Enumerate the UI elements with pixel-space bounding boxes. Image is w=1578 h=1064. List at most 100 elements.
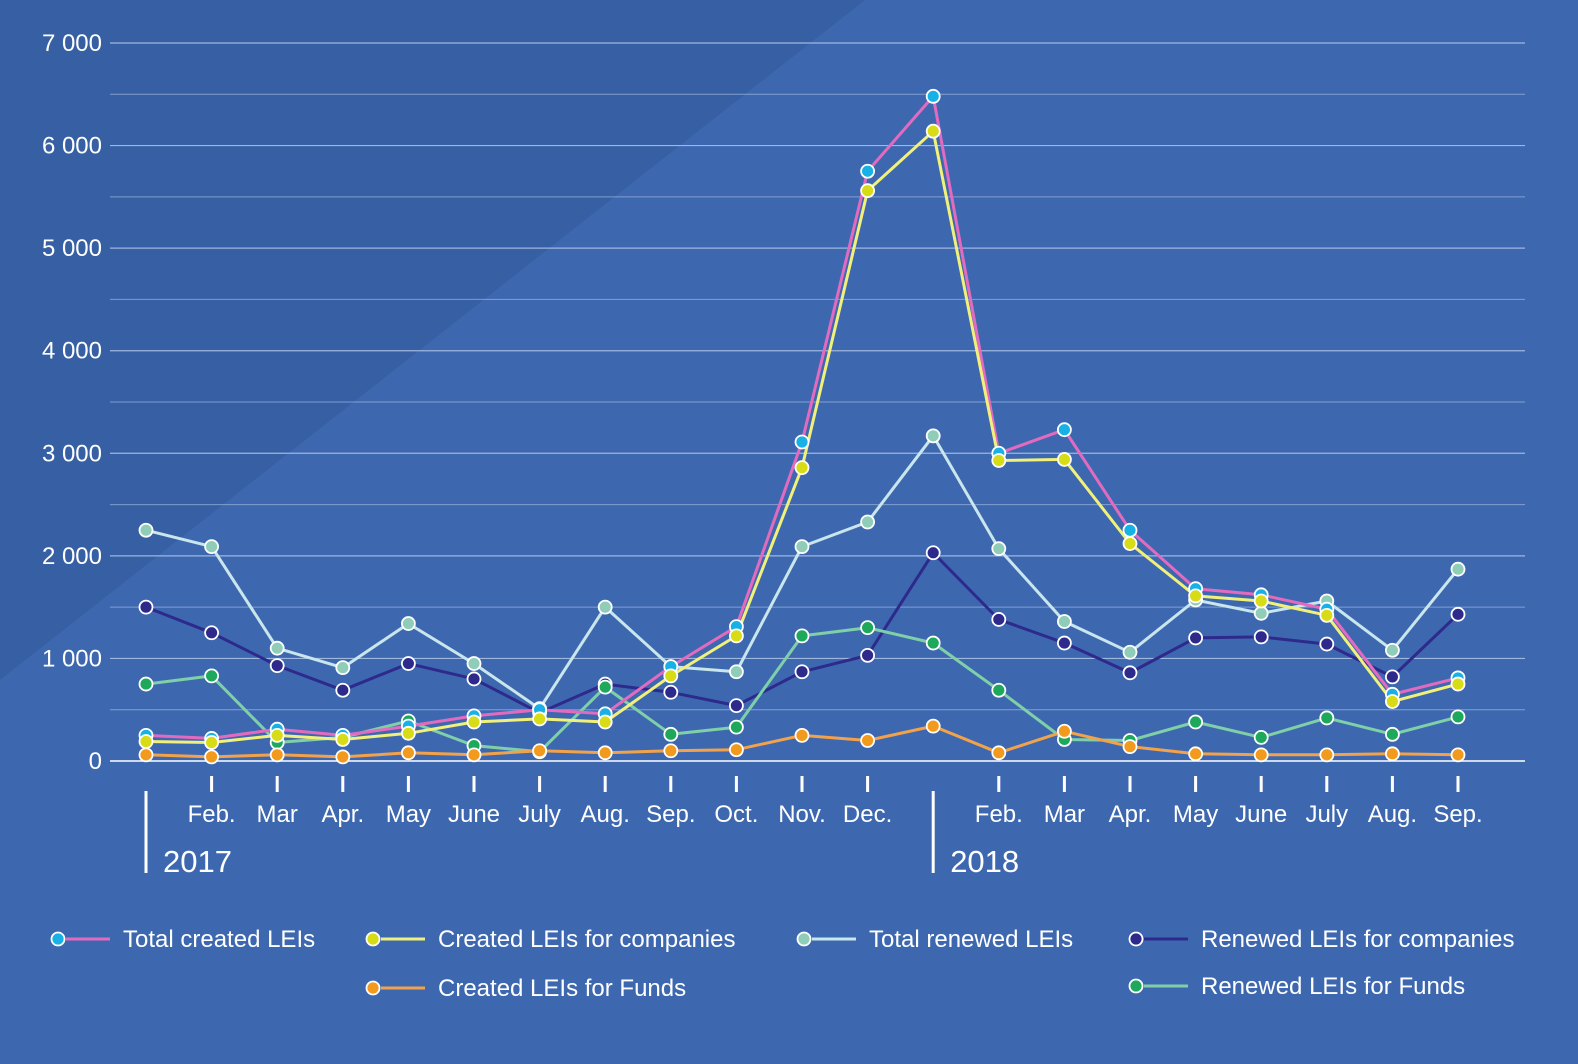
data-point <box>1122 739 1138 755</box>
data-point <box>1319 636 1335 652</box>
data-point <box>663 743 679 759</box>
data-point <box>860 514 875 530</box>
data-point <box>204 735 220 750</box>
legend-marker-swatch <box>1128 931 1144 947</box>
data-point <box>532 711 547 727</box>
x-tick-label: Sep. <box>1433 801 1482 828</box>
data-point <box>860 163 875 179</box>
x-tick-label: Mar <box>1044 801 1085 828</box>
data-point <box>1057 635 1072 651</box>
legend-label: Total created LEIs <box>123 926 315 953</box>
data-point <box>466 714 482 730</box>
data-point <box>138 599 154 615</box>
data-point <box>794 539 810 555</box>
data-point <box>1188 588 1203 604</box>
legend-marker-swatch <box>365 980 381 996</box>
data-point <box>138 676 154 692</box>
data-point <box>729 742 744 758</box>
y-tick-label: 3 000 <box>42 440 102 467</box>
legend-label: Renewed LEIs for companies <box>1201 926 1515 953</box>
data-point <box>1253 730 1269 745</box>
data-point <box>1122 522 1138 538</box>
data-point <box>269 747 285 763</box>
data-point <box>925 635 941 651</box>
x-tick-label: Nov. <box>778 801 826 828</box>
data-point <box>1253 747 1269 763</box>
legend-item: Created LEIs for companies <box>365 926 735 953</box>
data-point <box>991 541 1007 557</box>
data-point <box>663 726 679 742</box>
data-point <box>138 522 154 538</box>
data-point <box>860 733 875 748</box>
x-tick-label: July <box>1305 801 1348 828</box>
data-point <box>794 628 810 644</box>
x-tick-label: June <box>1235 801 1287 828</box>
data-point <box>1450 606 1466 622</box>
data-point <box>1450 676 1466 692</box>
series-markers <box>138 428 1466 717</box>
data-point <box>1188 630 1203 646</box>
x-tick-label: June <box>448 801 500 828</box>
data-point <box>1319 710 1335 726</box>
data-point <box>466 671 482 687</box>
data-point <box>1450 561 1466 577</box>
data-point <box>335 749 351 765</box>
x-tick-label: Dec. <box>843 801 892 828</box>
y-tick-label: 2 000 <box>42 543 102 570</box>
data-point <box>925 88 941 104</box>
data-point <box>597 679 613 695</box>
x-tick-label: Feb. <box>975 801 1023 828</box>
legend-marker-swatch <box>365 931 381 947</box>
data-point <box>729 664 744 680</box>
data-point <box>925 428 941 444</box>
year-label: 2017 <box>163 844 232 879</box>
x-tick-label: Sep. <box>646 801 695 828</box>
data-point <box>335 660 351 676</box>
data-point <box>1122 644 1138 660</box>
data-point <box>991 612 1007 627</box>
x-tick-label: Feb. <box>188 801 236 828</box>
data-point <box>1319 747 1335 763</box>
data-point <box>204 668 220 684</box>
data-point <box>729 698 744 714</box>
data-point <box>860 647 875 663</box>
y-tick-label: 0 <box>89 748 102 775</box>
data-point <box>597 599 613 615</box>
legend-marker-swatch <box>796 931 812 947</box>
data-point <box>663 668 679 684</box>
y-tick-label: 4 000 <box>42 338 102 365</box>
data-point <box>729 719 744 735</box>
x-tick-label: Aug. <box>1368 801 1417 828</box>
data-point <box>1253 629 1269 645</box>
x-tick-label: Oct. <box>714 801 758 828</box>
x-tick-label: May <box>386 801 431 828</box>
data-point <box>991 453 1007 468</box>
data-point <box>860 620 875 636</box>
data-point <box>1057 452 1072 467</box>
data-point <box>860 183 875 199</box>
data-point <box>1385 642 1400 658</box>
legend-marker-swatch <box>50 931 66 947</box>
data-point <box>1385 726 1400 742</box>
data-point <box>400 616 416 631</box>
data-point <box>138 734 154 749</box>
legend-marker-swatch <box>1128 978 1144 994</box>
data-point <box>532 743 547 759</box>
data-point <box>138 747 154 763</box>
data-point <box>1450 709 1466 725</box>
year-label: 2018 <box>950 844 1019 879</box>
data-point <box>1188 746 1203 762</box>
data-point <box>204 539 220 555</box>
data-point <box>991 745 1007 761</box>
data-point <box>1122 536 1138 551</box>
data-point <box>794 664 810 680</box>
data-point <box>1253 593 1269 609</box>
series-markers <box>138 718 1466 765</box>
data-point <box>269 640 285 656</box>
x-tick-label: Mar <box>257 801 298 828</box>
background-diagonal-band <box>0 0 865 680</box>
data-point <box>204 625 220 641</box>
data-point <box>400 725 416 741</box>
data-point <box>400 745 416 761</box>
